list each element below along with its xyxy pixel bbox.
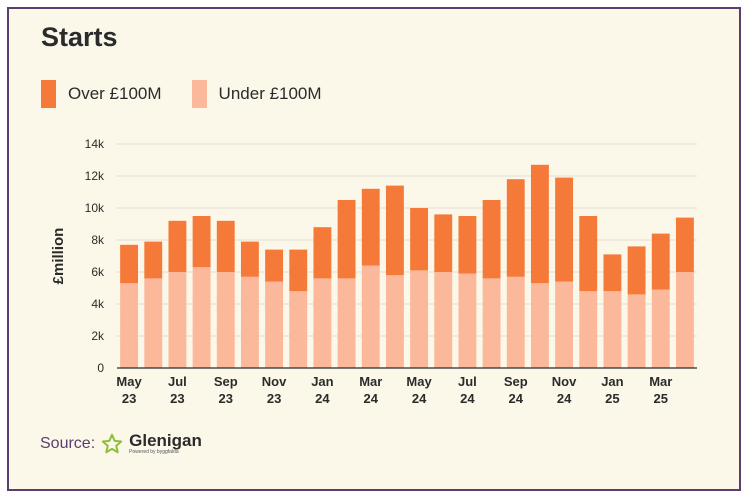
bar-under xyxy=(265,281,284,368)
x-tick-month: Jul xyxy=(168,374,187,389)
x-tick-year: 24 xyxy=(557,391,572,406)
bar-under xyxy=(144,278,163,368)
bar-over xyxy=(555,177,574,282)
bar-under xyxy=(385,275,404,368)
bar-under xyxy=(361,265,380,368)
bar-over xyxy=(144,241,163,279)
source-line: Source: Glenigan Powered by byggfakta xyxy=(40,432,202,456)
bar-under xyxy=(675,272,694,368)
bar-under xyxy=(120,283,139,368)
x-tick-month: Jul xyxy=(458,374,477,389)
brand-logo: Glenigan Powered by byggfakta xyxy=(129,432,202,456)
bar-over xyxy=(337,200,356,279)
bar-over xyxy=(651,233,670,290)
x-tick-year: 24 xyxy=(460,391,475,406)
source-label: Source: xyxy=(40,435,96,452)
x-tick-year: 23 xyxy=(170,391,184,406)
x-tick-year: 24 xyxy=(364,391,379,406)
x-tick-year: 23 xyxy=(219,391,233,406)
bar-under xyxy=(240,276,259,368)
x-tick-month: May xyxy=(406,374,432,389)
bar-under xyxy=(555,281,574,368)
legend: Over £100M Under £100M xyxy=(41,80,352,108)
bar-under xyxy=(603,291,622,368)
y-tick-label: 0 xyxy=(97,361,104,375)
brand-tagline: Powered by byggfakta xyxy=(129,449,179,455)
legend-item-under: Under £100M xyxy=(191,80,322,108)
bar-under xyxy=(216,272,235,368)
star-outline-icon xyxy=(101,433,123,454)
bar-under xyxy=(192,267,211,368)
bar-over xyxy=(506,179,525,277)
bar-over xyxy=(458,216,477,274)
bar-over xyxy=(530,164,549,284)
bar-over xyxy=(216,220,235,272)
y-tick-label: 2k xyxy=(91,329,105,343)
legend-swatch-over xyxy=(41,80,56,108)
x-tick-year: 25 xyxy=(654,391,668,406)
x-tick-year: 23 xyxy=(122,391,136,406)
legend-item-over: Over £100M xyxy=(41,80,162,108)
bar-under xyxy=(168,272,187,368)
bar-under xyxy=(482,278,501,368)
bar-over xyxy=(385,185,404,276)
y-tick-label: 14k xyxy=(85,137,105,151)
y-tick-label: 8k xyxy=(91,233,105,247)
y-tick-label: 4k xyxy=(91,297,105,311)
legend-swatch-under xyxy=(191,80,207,108)
brand-name: Glenigan xyxy=(129,431,202,450)
bar-over xyxy=(482,200,501,279)
y-tick-label: 12k xyxy=(85,169,105,183)
bar-under xyxy=(337,278,356,368)
bar-under xyxy=(434,272,453,368)
bar-over xyxy=(313,227,332,279)
y-axis-label: £million xyxy=(50,228,67,285)
x-tick-month: Sep xyxy=(214,374,238,389)
x-tick-month: Nov xyxy=(262,374,287,389)
bar-under xyxy=(410,270,429,368)
chart-title: Starts xyxy=(41,22,118,52)
x-tick-year: 23 xyxy=(267,391,281,406)
bar-over xyxy=(168,220,187,272)
x-tick-year: 24 xyxy=(509,391,524,406)
bar-over xyxy=(265,249,284,282)
x-tick-month: Nov xyxy=(552,374,577,389)
bar-under xyxy=(627,294,646,368)
bar-under xyxy=(506,276,525,368)
bar-over xyxy=(410,208,429,271)
bar-over xyxy=(603,254,622,292)
bar-over xyxy=(675,217,694,272)
x-tick-month: Jan xyxy=(601,374,623,389)
y-tick-label: 6k xyxy=(91,265,105,279)
x-tick-month: Mar xyxy=(649,374,672,389)
x-tick-month: Jan xyxy=(311,374,333,389)
bar-over xyxy=(289,249,308,292)
bar-under xyxy=(651,289,670,368)
bar-over xyxy=(361,188,380,266)
bar-over xyxy=(120,244,139,284)
x-tick-month: May xyxy=(116,374,142,389)
y-tick-label: 10k xyxy=(85,201,105,215)
bar-under xyxy=(579,291,598,368)
bar-over xyxy=(240,241,259,277)
bar-under xyxy=(289,291,308,368)
x-tick-month: Mar xyxy=(359,374,382,389)
x-tick-year: 25 xyxy=(605,391,619,406)
bar-over xyxy=(579,216,598,292)
x-tick-month: Sep xyxy=(504,374,528,389)
bar-over xyxy=(192,216,211,268)
bar-under xyxy=(458,273,477,368)
bar-under xyxy=(313,278,332,368)
x-tick-year: 24 xyxy=(412,391,427,406)
legend-label-under: Under £100M xyxy=(218,84,322,103)
bar-over xyxy=(434,214,453,272)
x-tick-year: 24 xyxy=(315,391,330,406)
bar-under xyxy=(530,283,549,368)
bar-over xyxy=(627,246,646,295)
legend-label-over: Over £100M xyxy=(68,84,162,103)
